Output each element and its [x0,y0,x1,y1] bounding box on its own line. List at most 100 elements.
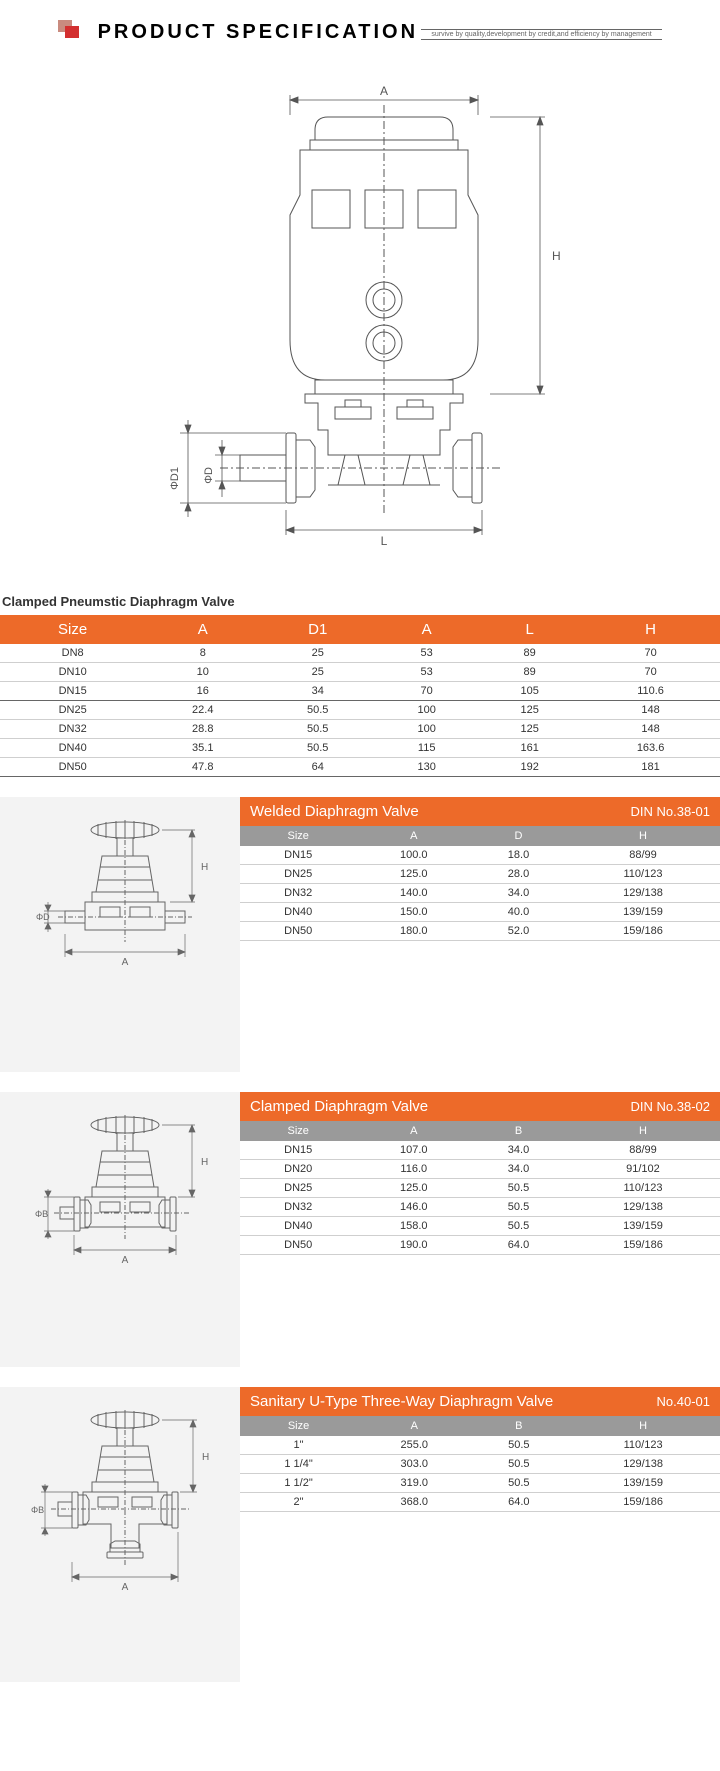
table-cell: 53 [375,644,478,663]
welded-table-cell: Welded Diaphragm Valve DIN No.38-01 Size… [240,797,720,1072]
table4-title: Sanitary U-Type Three-Way Diaphragm Valv… [250,1393,553,1410]
table-cell: DN10 [0,663,145,682]
table-row: 2"368.064.0159/186 [240,1493,720,1512]
column-header: H [566,1416,720,1436]
table-row: DN8825538970 [0,644,720,663]
table-cell: 150.0 [356,903,471,922]
utype-table-cell: Sanitary U-Type Three-Way Diaphragm Valv… [240,1387,720,1682]
table-cell: 110.6 [581,682,720,701]
table-cell: 50.5 [471,1217,566,1236]
table-row: DN2522.450.5100125148 [0,701,720,720]
table-cell: 110/123 [566,865,720,884]
svg-text:ΦB: ΦB [31,1505,44,1515]
column-header: D [471,826,566,846]
table-row: DN15163470105110.6 [0,682,720,701]
table3-header: Clamped Diaphragm Valve DIN No.38-02 [240,1092,720,1121]
table-cell: 125 [478,701,581,720]
table-cell: 89 [478,644,581,663]
table-cell: 50.5 [260,701,375,720]
section-welded: H ΦD A Welded Diaphragm Valve DIN No.38-… [0,797,720,1072]
svg-text:A: A [122,1255,129,1266]
table-cell: DN25 [240,1179,356,1198]
table-cell: 125 [478,720,581,739]
table-cell: 159/186 [566,1493,720,1512]
table-row: DN25125.050.5110/123 [240,1179,720,1198]
table-row: DN25125.028.0110/123 [240,865,720,884]
svg-text:ΦD: ΦD [36,912,50,922]
svg-text:L: L [381,534,388,548]
table-cell: DN32 [240,884,356,903]
column-header: Size [240,826,356,846]
table-cell: 159/186 [566,922,720,941]
table-cell: 25 [260,644,375,663]
table-cell: 28.0 [471,865,566,884]
page-title: PRODUCT SPECIFICATION [98,21,418,44]
table-row: DN40158.050.5139/159 [240,1217,720,1236]
table-cell: 8 [145,644,260,663]
table-row: DN15100.018.088/99 [240,846,720,865]
table-cell: 116.0 [356,1160,471,1179]
table-cell: DN32 [240,1198,356,1217]
table-cell: 1 1/2" [240,1474,357,1493]
table-cell: 107.0 [356,1141,471,1160]
table-cell: 50.5 [471,1474,566,1493]
column-header: H [581,615,720,644]
welded-diagram: H ΦD A [30,812,210,982]
svg-text:A: A [122,1582,129,1593]
valve-diagram-main: A H L ΦD [150,85,570,555]
table-row: DN32140.034.0129/138 [240,884,720,903]
header-tagline: survive by quality,development by credit… [421,29,661,40]
table-row: 1"255.050.5110/123 [240,1436,720,1455]
table-cell: 50.5 [260,720,375,739]
table-row: DN15107.034.088/99 [240,1141,720,1160]
table-row: DN101025538970 [0,663,720,682]
column-header: Size [240,1121,356,1141]
table-cell: 105 [478,682,581,701]
table-cell: 40.0 [471,903,566,922]
svg-text:A: A [380,85,388,98]
table-cell: 129/138 [566,1455,720,1474]
table-cell: DN20 [240,1160,356,1179]
table1: SizeAD1ALH DN8825538970DN101025538970DN1… [0,615,720,777]
table-cell: 100 [375,701,478,720]
table-cell: 28.8 [145,720,260,739]
utype-diagram-cell: H ΦB A [0,1387,240,1682]
svg-text:ΦD1: ΦD1 [169,467,181,490]
column-header: B [471,1416,566,1436]
table-cell: 190.0 [356,1236,471,1255]
table-cell: 91/102 [566,1160,720,1179]
table-cell: 180.0 [356,922,471,941]
table-cell: 70 [581,663,720,682]
table-row: DN3228.850.5100125148 [0,720,720,739]
table-row: DN50180.052.0159/186 [240,922,720,941]
table-cell: DN15 [240,1141,356,1160]
clamped-diagram-cell: H ΦB A [0,1092,240,1367]
column-header: H [566,826,720,846]
table-row: DN4035.150.5115161163.6 [0,739,720,758]
table-cell: 368.0 [357,1493,471,1512]
table-cell: 34 [260,682,375,701]
table-row: DN20116.034.091/102 [240,1160,720,1179]
svg-text:ΦB: ΦB [35,1209,48,1219]
table-cell: 181 [581,758,720,777]
table-cell: 161 [478,739,581,758]
table-cell: 50.5 [471,1198,566,1217]
main-diagram: A H L ΦD [0,55,720,588]
svg-text:A: A [122,957,129,968]
table-cell: 159/186 [566,1236,720,1255]
table-cell: 53 [375,663,478,682]
table-cell: 125.0 [356,1179,471,1198]
table-cell: 64.0 [471,1493,566,1512]
table-cell: 89 [478,663,581,682]
table-cell: 129/138 [566,884,720,903]
table-cell: 148 [581,701,720,720]
table-cell: DN8 [0,644,145,663]
svg-text:ΦD: ΦD [203,467,215,484]
clamped-diagram: H ΦB A [30,1107,210,1277]
table-cell: 18.0 [471,846,566,865]
table4-header: Sanitary U-Type Three-Way Diaphragm Valv… [240,1387,720,1416]
table4: SizeABH 1"255.050.5110/1231 1/4"303.050.… [240,1416,720,1512]
table-cell: 140.0 [356,884,471,903]
svg-text:H: H [201,862,208,873]
column-header: D1 [260,615,375,644]
